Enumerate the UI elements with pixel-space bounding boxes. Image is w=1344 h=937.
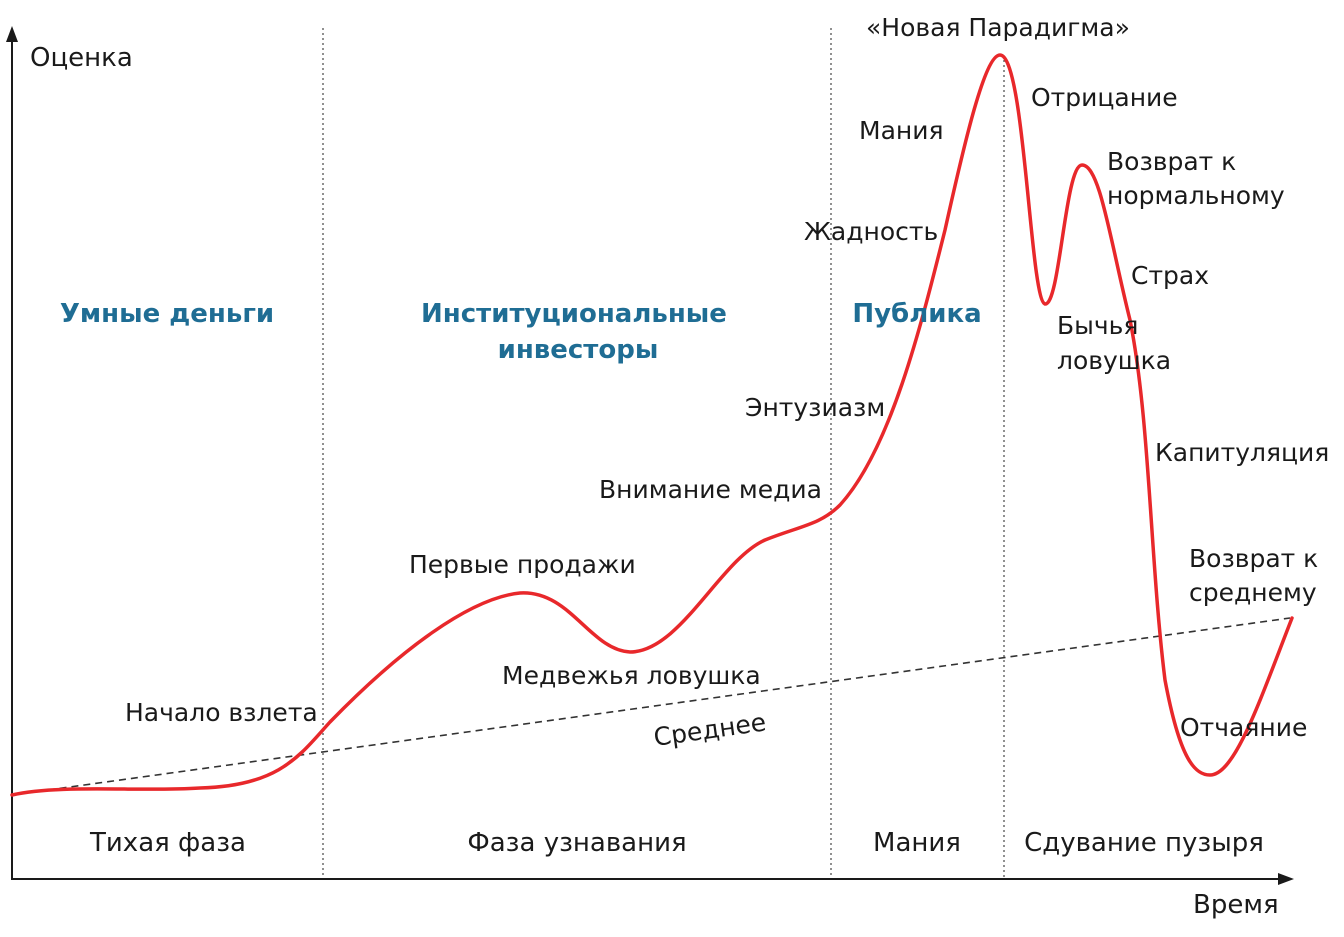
- axes: [6, 26, 1294, 885]
- label-bull-trap-line1: Бычья: [1057, 311, 1138, 340]
- label-capitulation: Капитуляция: [1155, 438, 1329, 467]
- label-return-normal-line1: Возврат к: [1107, 147, 1236, 176]
- label-denial: Отрицание: [1031, 83, 1178, 112]
- label-new-paradigm: «Новая Парадигма»: [866, 13, 1130, 42]
- label-despair: Отчаяние: [1180, 713, 1307, 742]
- phase-separators: [322, 28, 1005, 878]
- y-axis-label: Оценка: [30, 43, 133, 73]
- group-smart-money: Умные деньги: [60, 299, 274, 329]
- label-first-sales: Первые продажи: [409, 550, 636, 579]
- phase-blow-off: Сдувание пузыря: [1024, 828, 1264, 858]
- group-institutional-line1: Институциональные: [421, 299, 727, 329]
- phase-awareness: Фаза узнавания: [467, 828, 686, 858]
- group-public: Публика: [852, 299, 981, 329]
- label-fear: Страх: [1131, 261, 1209, 290]
- label-enthusiasm: Энтузиазм: [745, 393, 885, 422]
- phase-quiet: Тихая фаза: [89, 828, 246, 858]
- label-return-mean-line2: среднему: [1189, 578, 1317, 607]
- label-bear-trap: Медвежья ловушка: [502, 661, 761, 690]
- group-institutional-line2: инвесторы: [498, 335, 659, 365]
- label-media-attention: Внимание медиа: [599, 475, 822, 504]
- x-axis-arrow-icon: [1278, 873, 1294, 885]
- label-mean: Среднее: [652, 707, 768, 751]
- x-axis-label: Время: [1193, 890, 1279, 920]
- label-return-normal-line2: нормальному: [1107, 181, 1285, 210]
- label-return-mean-line1: Возврат к: [1189, 544, 1318, 573]
- label-bull-trap-line2: ловушка: [1057, 346, 1171, 375]
- phase-mania: Мания: [873, 828, 961, 858]
- label-takeoff: Начало взлета: [125, 698, 318, 727]
- label-mania: Мания: [859, 116, 944, 145]
- valuation-curve: [10, 53, 1294, 797]
- y-axis-arrow-icon: [6, 26, 18, 42]
- label-greed: Жадность: [804, 217, 938, 246]
